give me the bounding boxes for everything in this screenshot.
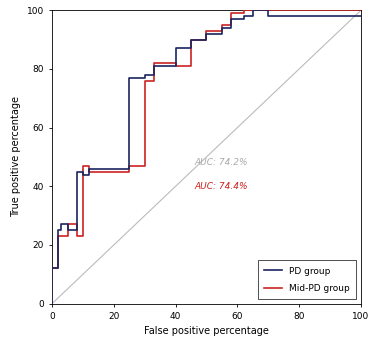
Mid-PD group <box>173 64 178 68</box>
PD group <box>81 172 85 177</box>
PD group <box>229 26 233 30</box>
Mid-PD group <box>251 8 255 12</box>
PD group <box>220 26 224 30</box>
PD group <box>59 228 64 233</box>
PD group <box>204 38 209 42</box>
Mid-PD group <box>81 234 85 238</box>
X-axis label: False positive percentage: False positive percentage <box>144 326 269 336</box>
PD group <box>251 8 255 12</box>
Mid-PD group <box>152 79 156 83</box>
PD group <box>189 38 193 42</box>
Mid-PD group <box>142 164 147 168</box>
Mid-PD group <box>241 8 246 12</box>
Mid-PD group <box>359 8 363 12</box>
PD group <box>81 169 85 174</box>
Mid-PD group <box>189 64 193 68</box>
PD group <box>87 167 92 171</box>
Mid-PD group <box>241 11 246 16</box>
Mid-PD group <box>87 169 92 174</box>
Mid-PD group <box>189 38 193 42</box>
PD group <box>152 73 156 77</box>
Mid-PD group <box>50 266 54 270</box>
PD group <box>142 76 147 80</box>
PD group <box>56 266 61 270</box>
PD group <box>251 14 255 18</box>
PD group <box>152 64 156 68</box>
Mid-PD group <box>229 11 233 16</box>
Text: AUC: 74.2%: AUC: 74.2% <box>194 158 248 167</box>
Mid-PD group <box>251 8 255 12</box>
Mid-PD group <box>204 38 209 42</box>
PD group <box>127 76 132 80</box>
PD group <box>173 64 178 68</box>
PD group <box>266 14 270 18</box>
PD group <box>74 228 79 233</box>
Mid-PD group <box>74 222 79 226</box>
Mid-PD group <box>173 61 178 65</box>
PD group <box>74 169 79 174</box>
PD group <box>59 222 64 226</box>
Mid-PD group <box>220 29 224 33</box>
Mid-PD group <box>152 61 156 65</box>
Mid-PD group <box>142 79 147 83</box>
PD group <box>50 266 54 270</box>
Line: PD group: PD group <box>52 10 361 304</box>
Line: Mid-PD group: Mid-PD group <box>52 10 361 304</box>
PD group <box>204 32 209 36</box>
Mid-PD group <box>127 164 132 168</box>
PD group <box>50 302 54 306</box>
Mid-PD group <box>87 164 92 168</box>
Mid-PD group <box>50 302 54 306</box>
Legend: PD group, Mid-PD group: PD group, Mid-PD group <box>258 260 356 299</box>
Mid-PD group <box>56 234 61 238</box>
PD group <box>241 17 246 21</box>
Mid-PD group <box>229 23 233 27</box>
PD group <box>142 73 147 77</box>
Mid-PD group <box>204 29 209 33</box>
PD group <box>241 14 246 18</box>
Mid-PD group <box>56 266 61 270</box>
PD group <box>359 14 363 18</box>
Mid-PD group <box>220 23 224 27</box>
Mid-PD group <box>81 164 85 168</box>
PD group <box>87 172 92 177</box>
Y-axis label: True positive percentage: True positive percentage <box>11 97 21 217</box>
Mid-PD group <box>74 234 79 238</box>
PD group <box>65 228 70 233</box>
PD group <box>56 228 61 233</box>
Mid-PD group <box>65 222 70 226</box>
Mid-PD group <box>65 234 70 238</box>
Text: AUC: 74.4%: AUC: 74.4% <box>194 182 248 191</box>
PD group <box>220 32 224 36</box>
PD group <box>266 8 270 12</box>
PD group <box>127 167 132 171</box>
PD group <box>173 47 178 51</box>
PD group <box>189 47 193 51</box>
PD group <box>65 222 70 226</box>
PD group <box>229 17 233 21</box>
Mid-PD group <box>127 169 132 174</box>
